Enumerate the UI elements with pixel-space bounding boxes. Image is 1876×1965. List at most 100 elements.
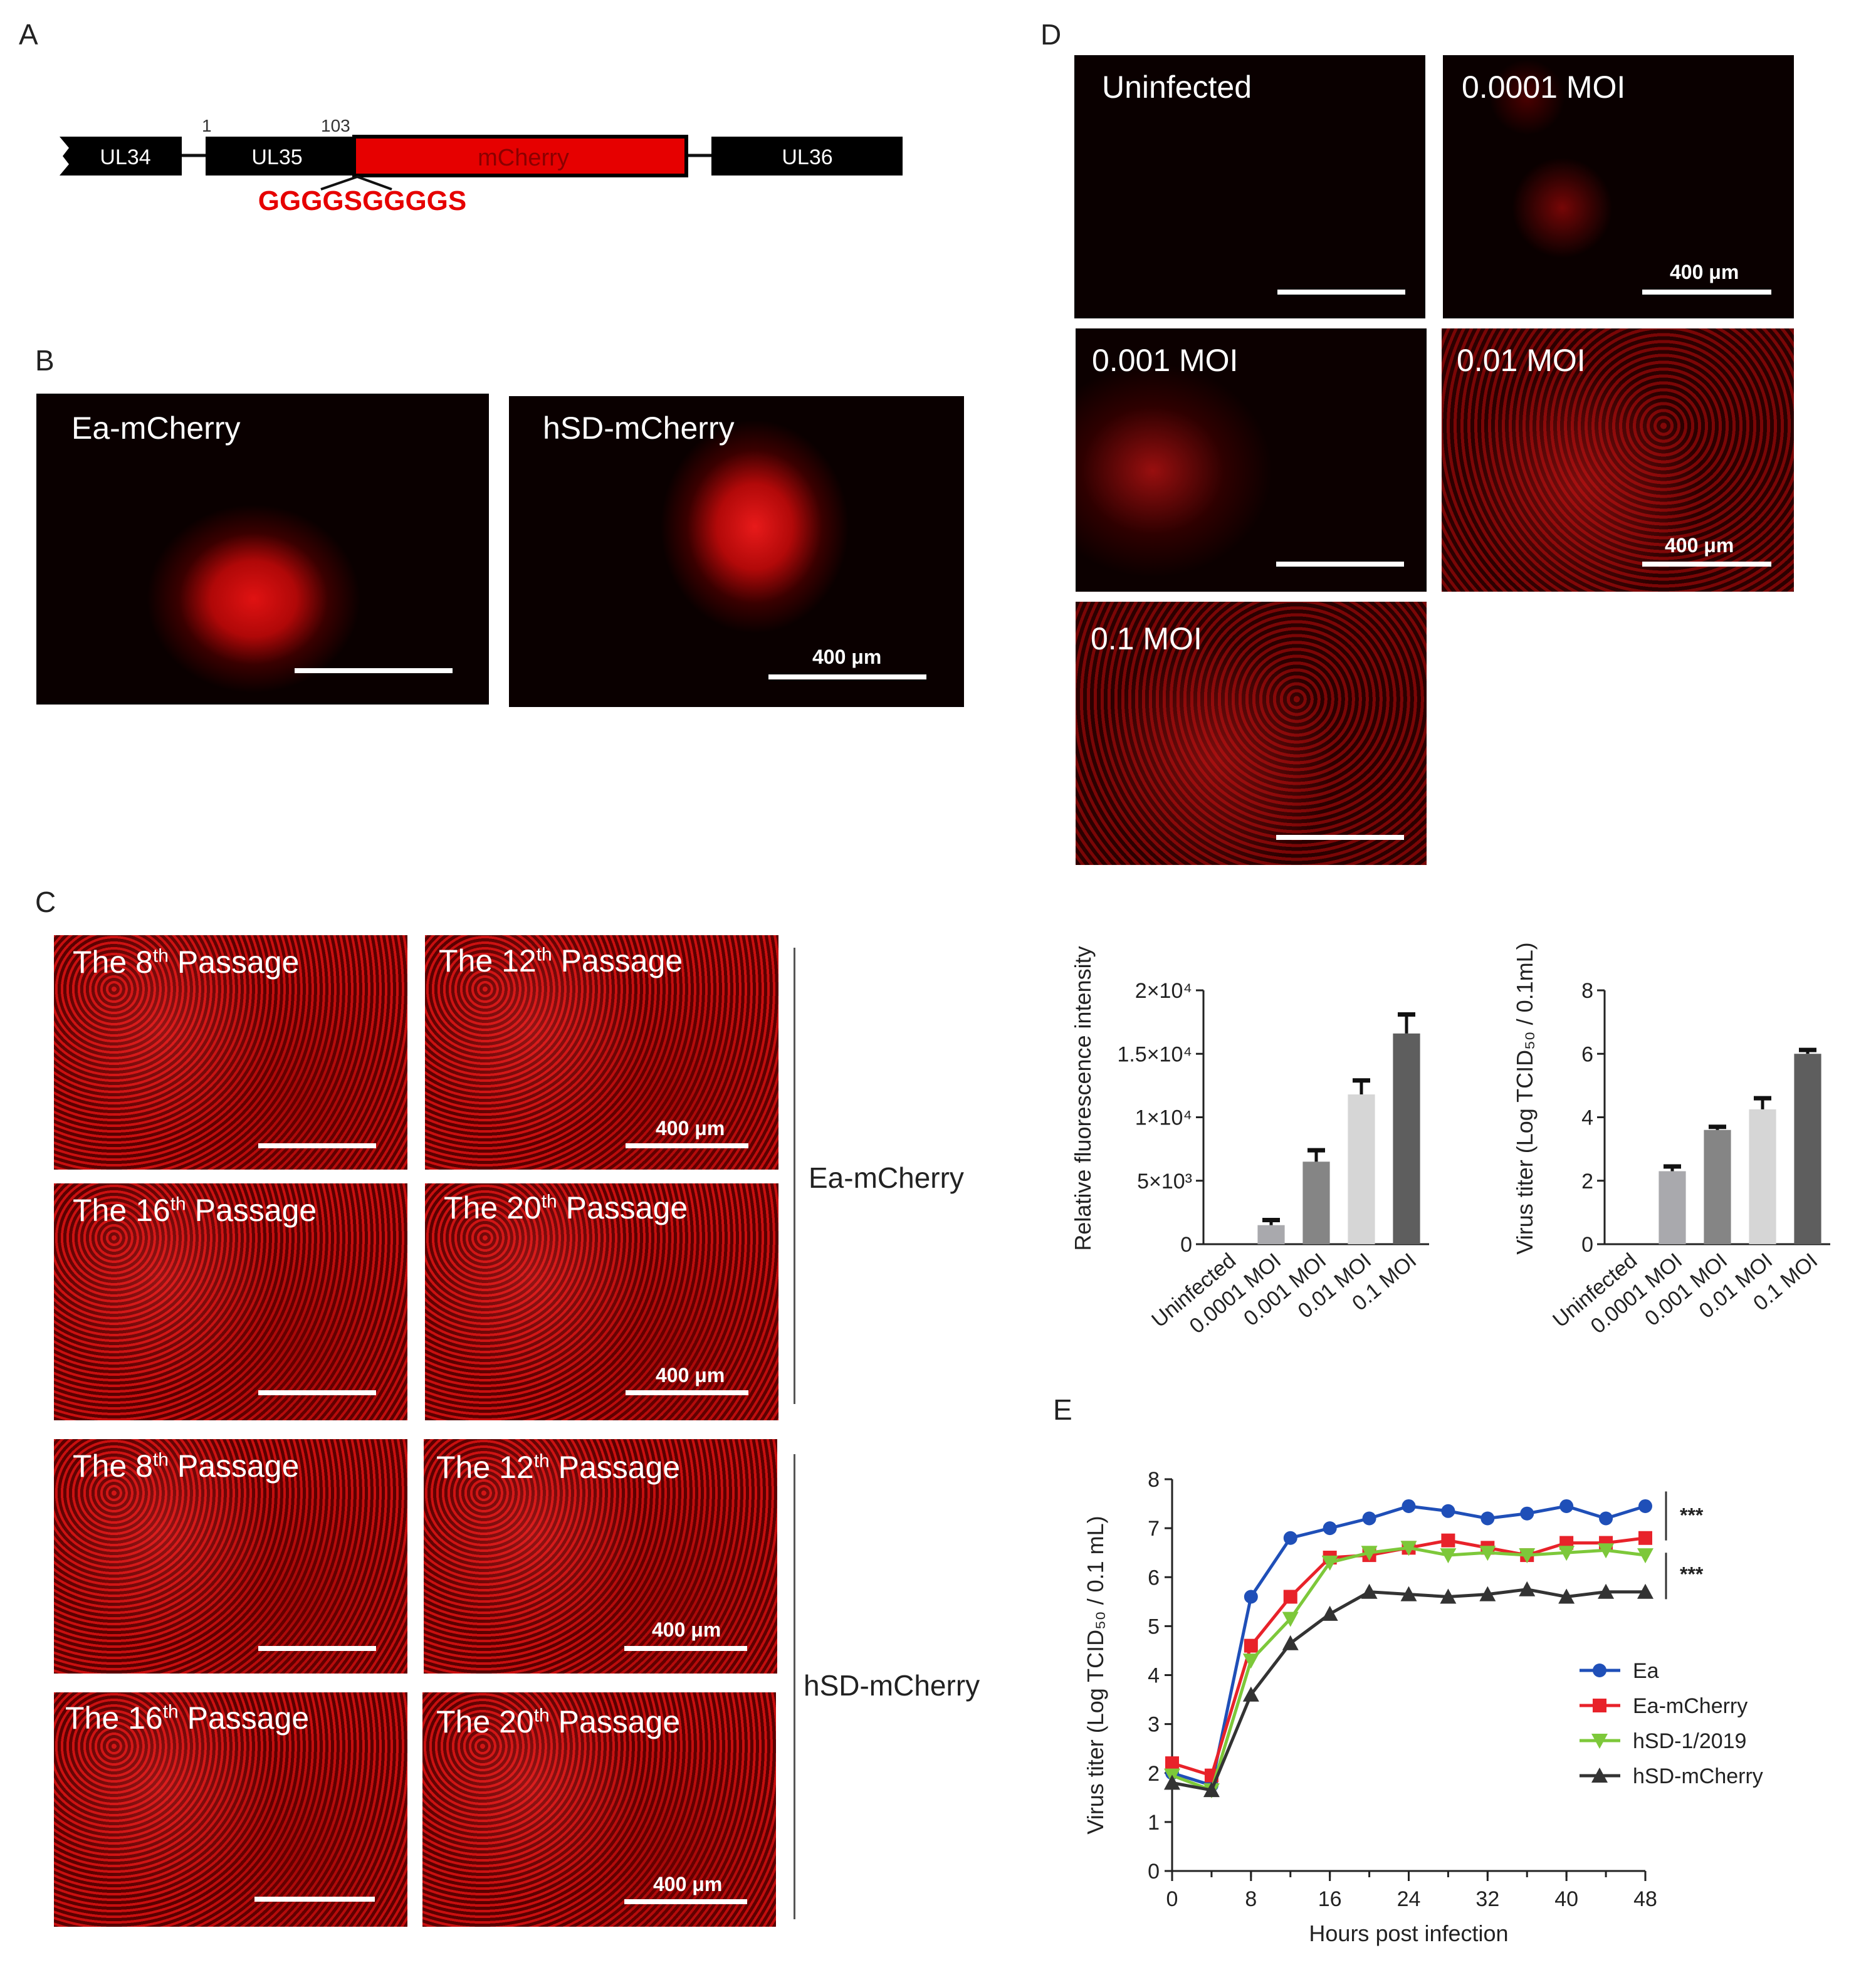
ul34-box: [60, 137, 182, 176]
micrograph-moi-0-1: 0.1 MOI: [1076, 602, 1427, 865]
y-tick-label: 7: [1148, 1517, 1160, 1541]
bar: [1794, 1054, 1821, 1244]
panel-label-a: A: [19, 18, 38, 51]
micrograph-label: 0.01 MOI: [1457, 343, 1586, 378]
micrograph-ea-passage-8: The 8th Passage: [54, 935, 407, 1170]
data-point: [1402, 1499, 1416, 1513]
y-tick-label: 8: [1148, 1468, 1160, 1492]
y-tick-label: 1.5×10⁴: [1117, 1042, 1192, 1066]
scale-bar: [1277, 290, 1405, 295]
y-tick-label: 1: [1148, 1811, 1160, 1835]
y-tick-label: 1×10⁴: [1135, 1106, 1192, 1130]
micrograph-label: The 20th Passage: [436, 1704, 681, 1739]
micrograph-moi-0-01: 0.01 MOI 400 μm: [1442, 328, 1794, 592]
micrograph-hsd-passage-12: The 12th Passage 400 μm: [424, 1439, 777, 1674]
chart-growth-curves: 0 1 2 3 4 5 6 7 8 0 8 16 24 32 40 48 Hours post infectio…: [1082, 1468, 1763, 1946]
y-tick-label: 0: [1148, 1860, 1160, 1884]
data-point: [1638, 1499, 1652, 1513]
data-point: [1598, 1543, 1615, 1559]
data-point: [1362, 1511, 1376, 1526]
linker-sequence: GGGGSGGGGS: [258, 186, 467, 216]
group-bracket-hsd: [794, 1454, 795, 1919]
panel-label-e: E: [1053, 1393, 1072, 1426]
scale-bar: [768, 674, 926, 679]
data-point: [1361, 1546, 1378, 1561]
scale-label: 400 μm: [656, 1364, 725, 1386]
legend-marker: [1591, 1734, 1608, 1749]
data-point: [1440, 1588, 1457, 1604]
scale-label: 400 μm: [812, 646, 882, 668]
data-point: [1244, 1638, 1258, 1653]
scale-bar: [254, 1897, 375, 1902]
y-tick-label: 6: [1148, 1566, 1160, 1590]
micrograph-label: 0.1 MOI: [1091, 621, 1202, 656]
legend-label: hSD-1/2019: [1633, 1729, 1746, 1753]
x-tick-label: 48: [1633, 1887, 1657, 1911]
y-tick-label: 3: [1148, 1713, 1160, 1737]
position-1: 1: [202, 116, 212, 135]
data-point: [1164, 1774, 1180, 1790]
micrograph-ea-passage-16: The 16th Passage: [54, 1183, 407, 1420]
data-point: [1321, 1605, 1338, 1621]
y-tick-label: 5: [1148, 1615, 1160, 1638]
scale-bar: [258, 1143, 376, 1148]
y-axis-label: Relative fluorescence intensity: [1070, 946, 1096, 1250]
y-axis-label: Virus titer (Log TCID₅₀ / 0.1 mL): [1082, 1516, 1108, 1834]
data-point: [1519, 1581, 1536, 1596]
gene-construct-diagram: UL34 UL35 mCherry UL36 1 103 GGGGSGGGGS: [60, 116, 903, 216]
ul35-box: [206, 137, 359, 176]
scale-bar: [1276, 562, 1404, 567]
micrograph-label: 0.0001 MOI: [1462, 70, 1626, 105]
scale-bar: [1642, 290, 1771, 295]
data-point: [1361, 1583, 1378, 1599]
group-bracket-ea: [794, 948, 795, 1404]
legend-marker: [1593, 1664, 1606, 1677]
data-point: [1165, 1756, 1179, 1771]
legend-label: Ea-mCherry: [1633, 1694, 1748, 1718]
series-line: [1171, 1536, 1646, 1778]
y-tick-label: 2: [1581, 1170, 1593, 1193]
micrograph-ea-passage-12: The 12th Passage 400 μm: [425, 935, 778, 1170]
micrograph-uninfected: Uninfected: [1074, 55, 1425, 318]
x-tick-label: 0: [1166, 1887, 1178, 1911]
x-tick-label: 16: [1318, 1887, 1342, 1911]
data-point: [1203, 1782, 1220, 1798]
y-tick-label: 5×10³: [1137, 1170, 1192, 1193]
bar: [1749, 1109, 1776, 1244]
data-point: [1637, 1583, 1653, 1599]
scale-bar: [295, 668, 453, 673]
x-tick-label: 32: [1475, 1887, 1499, 1911]
legend-marker: [1593, 1699, 1606, 1712]
micrograph-hsd-passage-8: The 8th Passage: [54, 1439, 407, 1674]
micrograph-moi-0-0001: 0.0001 MOI 400 μm: [1443, 55, 1794, 318]
legend-label: hSD-mCherry: [1633, 1764, 1763, 1788]
scale-label: 400 μm: [653, 1873, 723, 1895]
group-label-hsd-mcherry: hSD-mCherry: [804, 1669, 980, 1702]
data-point: [1479, 1546, 1496, 1561]
micrograph-label: The 12th Passage: [439, 943, 683, 978]
bar: [1348, 1094, 1375, 1244]
bar: [1659, 1171, 1686, 1244]
x-tick-label: 24: [1397, 1887, 1421, 1911]
data-point: [1441, 1533, 1455, 1548]
bar: [1302, 1161, 1330, 1244]
scale-bar: [258, 1646, 376, 1651]
micrograph-label: hSD-mCherry: [543, 411, 735, 446]
bar: [1393, 1033, 1420, 1244]
legend-label: Ea: [1633, 1659, 1659, 1683]
y-axis-label: Virus titer (Log TCID₅₀ / 0.1mL): [1512, 942, 1538, 1254]
micrograph-label: The 8th Passage: [73, 945, 300, 980]
y-tick-label: 2: [1148, 1762, 1160, 1786]
x-tick-label: 8: [1245, 1887, 1257, 1911]
data-point: [1400, 1586, 1417, 1601]
micrograph-label: The 8th Passage: [73, 1449, 300, 1484]
scale-bar: [258, 1390, 376, 1395]
y-tick-label: 8: [1581, 979, 1593, 1003]
data-point: [1400, 1541, 1417, 1556]
data-point: [1283, 1590, 1297, 1604]
data-point: [1480, 1511, 1495, 1526]
mcherry-box: [352, 135, 688, 177]
micrograph-ea-passage-20: The 20th Passage 400 μm: [425, 1183, 778, 1420]
y-tick-label: 6: [1581, 1042, 1593, 1066]
data-point: [1440, 1548, 1457, 1564]
